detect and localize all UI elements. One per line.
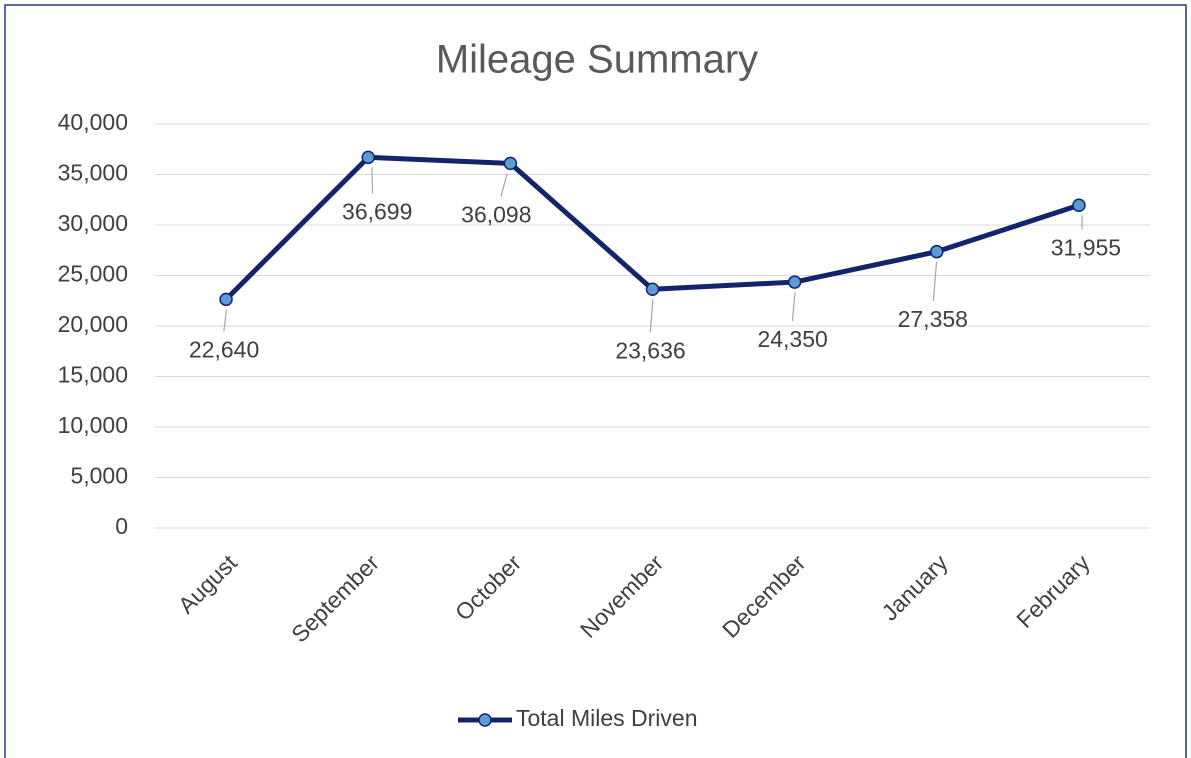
y-tick-label: 20,000 (58, 311, 128, 337)
data-label: 27,358 (898, 306, 968, 332)
y-tick-label: 40,000 (58, 109, 128, 135)
legend-label: Total Miles Driven (516, 705, 698, 731)
chart-border (4, 4, 1187, 758)
data-label: 23,636 (615, 337, 685, 363)
leader-line (371, 167, 374, 194)
data-label: 22,640 (189, 336, 259, 362)
leader-line (791, 292, 796, 322)
y-tick-label: 25,000 (58, 261, 128, 287)
marker (930, 244, 944, 259)
marker (1072, 198, 1086, 213)
marker (645, 282, 660, 297)
data-label: 36,699 (342, 198, 412, 224)
y-tick-label: 5,000 (70, 463, 128, 489)
marker (503, 156, 518, 171)
marker (787, 275, 802, 289)
y-tick-label: 35,000 (58, 160, 128, 186)
leader-line (223, 309, 228, 332)
legend-marker (478, 713, 492, 727)
data-label: 31,955 (1051, 234, 1121, 260)
y-tick-label: 15,000 (58, 362, 128, 388)
y-tick-label: 0 (115, 513, 128, 539)
y-tick-label: 10,000 (58, 412, 128, 438)
leader-line (500, 173, 508, 197)
marker (219, 292, 233, 307)
leader-line (932, 261, 938, 301)
leader-line (649, 299, 654, 333)
data-label: 24,350 (757, 326, 827, 352)
chart-title: Mileage Summary (436, 38, 758, 82)
y-tick-label: 30,000 (58, 210, 128, 236)
marker (361, 150, 375, 165)
data-label: 36,098 (461, 201, 531, 227)
